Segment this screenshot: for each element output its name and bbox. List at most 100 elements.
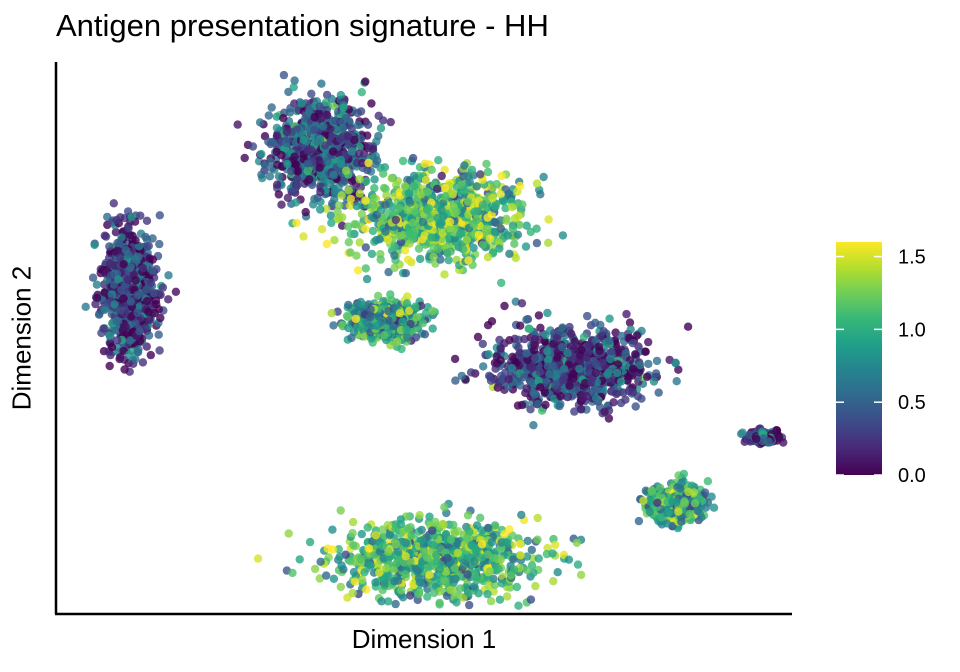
- data-point: [402, 299, 412, 308]
- data-point: [289, 83, 298, 92]
- data-point: [119, 260, 128, 269]
- data-point: [107, 343, 117, 352]
- data-point: [672, 377, 681, 386]
- data-point: [473, 332, 483, 342]
- data-point: [555, 401, 564, 411]
- data-point: [135, 242, 144, 251]
- data-point: [144, 331, 154, 340]
- chart-title: Antigen presentation signature - HH: [56, 8, 549, 43]
- data-point: [492, 179, 501, 189]
- data-point: [273, 160, 282, 169]
- data-point: [541, 400, 550, 409]
- data-point: [517, 299, 527, 308]
- data-point: [327, 218, 336, 228]
- data-point: [133, 348, 143, 357]
- data-point: [410, 181, 419, 191]
- data-point: [634, 516, 644, 526]
- data-point: [142, 216, 152, 225]
- data-point: [279, 114, 288, 123]
- data-point: [111, 228, 121, 237]
- data-point: [113, 336, 122, 345]
- data-point: [319, 122, 328, 131]
- data-point: [121, 322, 130, 331]
- data-point: [607, 347, 616, 356]
- data-point: [628, 339, 637, 348]
- data-point: [483, 253, 493, 262]
- data-point: [353, 266, 363, 275]
- data-point: [346, 194, 355, 204]
- data-point: [264, 111, 273, 120]
- data-point: [518, 200, 527, 209]
- data-point: [100, 231, 110, 240]
- data-point: [671, 358, 680, 368]
- data-point: [126, 336, 135, 345]
- data-point: [496, 190, 505, 199]
- data-point: [391, 215, 400, 225]
- data-point: [125, 230, 135, 240]
- data-point: [368, 226, 378, 236]
- data-point: [428, 306, 437, 316]
- data-point: [443, 248, 452, 258]
- data-point: [478, 200, 488, 210]
- data-point: [272, 180, 282, 189]
- data-point: [560, 364, 569, 374]
- data-point: [543, 362, 553, 371]
- data-point: [600, 407, 609, 416]
- data-point: [334, 201, 344, 210]
- data-point: [115, 238, 124, 248]
- data-point: [171, 287, 181, 296]
- data-point: [112, 316, 121, 326]
- data-point: [487, 317, 497, 326]
- data-point: [142, 285, 151, 294]
- data-point: [460, 161, 469, 170]
- data-point: [439, 211, 448, 220]
- data-point: [404, 228, 414, 237]
- data-point: [109, 199, 119, 208]
- data-point: [440, 183, 450, 193]
- data-point: [283, 159, 292, 169]
- data-point: [403, 333, 412, 342]
- data-point: [456, 229, 465, 239]
- data-point: [323, 157, 332, 166]
- data-point: [398, 317, 407, 326]
- data-point: [395, 308, 405, 318]
- data-point: [106, 260, 115, 269]
- data-point: [457, 371, 466, 381]
- data-point: [525, 324, 534, 333]
- data-point: [429, 243, 438, 252]
- data-point: [146, 350, 155, 360]
- data-point: [386, 117, 395, 127]
- data-point: [409, 171, 419, 181]
- data-point: [282, 127, 292, 137]
- data-point: [257, 149, 266, 159]
- data-point: [464, 256, 473, 265]
- data-point: [393, 337, 402, 346]
- data-point: [361, 196, 370, 205]
- data-point: [764, 437, 773, 446]
- data-point: [272, 131, 282, 140]
- data-point: [553, 353, 562, 362]
- data-point: [563, 349, 572, 358]
- data-point: [134, 252, 143, 262]
- data-point: [505, 249, 514, 258]
- data-point: [146, 278, 155, 288]
- data-point: [440, 270, 449, 279]
- data-point: [423, 188, 433, 197]
- data-point: [565, 381, 574, 390]
- data-point: [520, 373, 529, 382]
- data-point: [99, 324, 108, 333]
- data-point: [414, 244, 424, 253]
- data-point: [124, 224, 133, 233]
- data-point: [150, 308, 159, 318]
- data-point: [772, 426, 781, 435]
- data-point: [617, 331, 626, 341]
- data-point: [299, 232, 308, 241]
- data-point: [496, 344, 505, 353]
- data-point: [316, 205, 325, 214]
- data-point: [155, 346, 164, 355]
- data-point: [303, 159, 313, 168]
- data-point: [299, 135, 308, 145]
- data-point: [327, 308, 336, 318]
- data-point: [322, 239, 332, 249]
- data-point: [390, 263, 399, 273]
